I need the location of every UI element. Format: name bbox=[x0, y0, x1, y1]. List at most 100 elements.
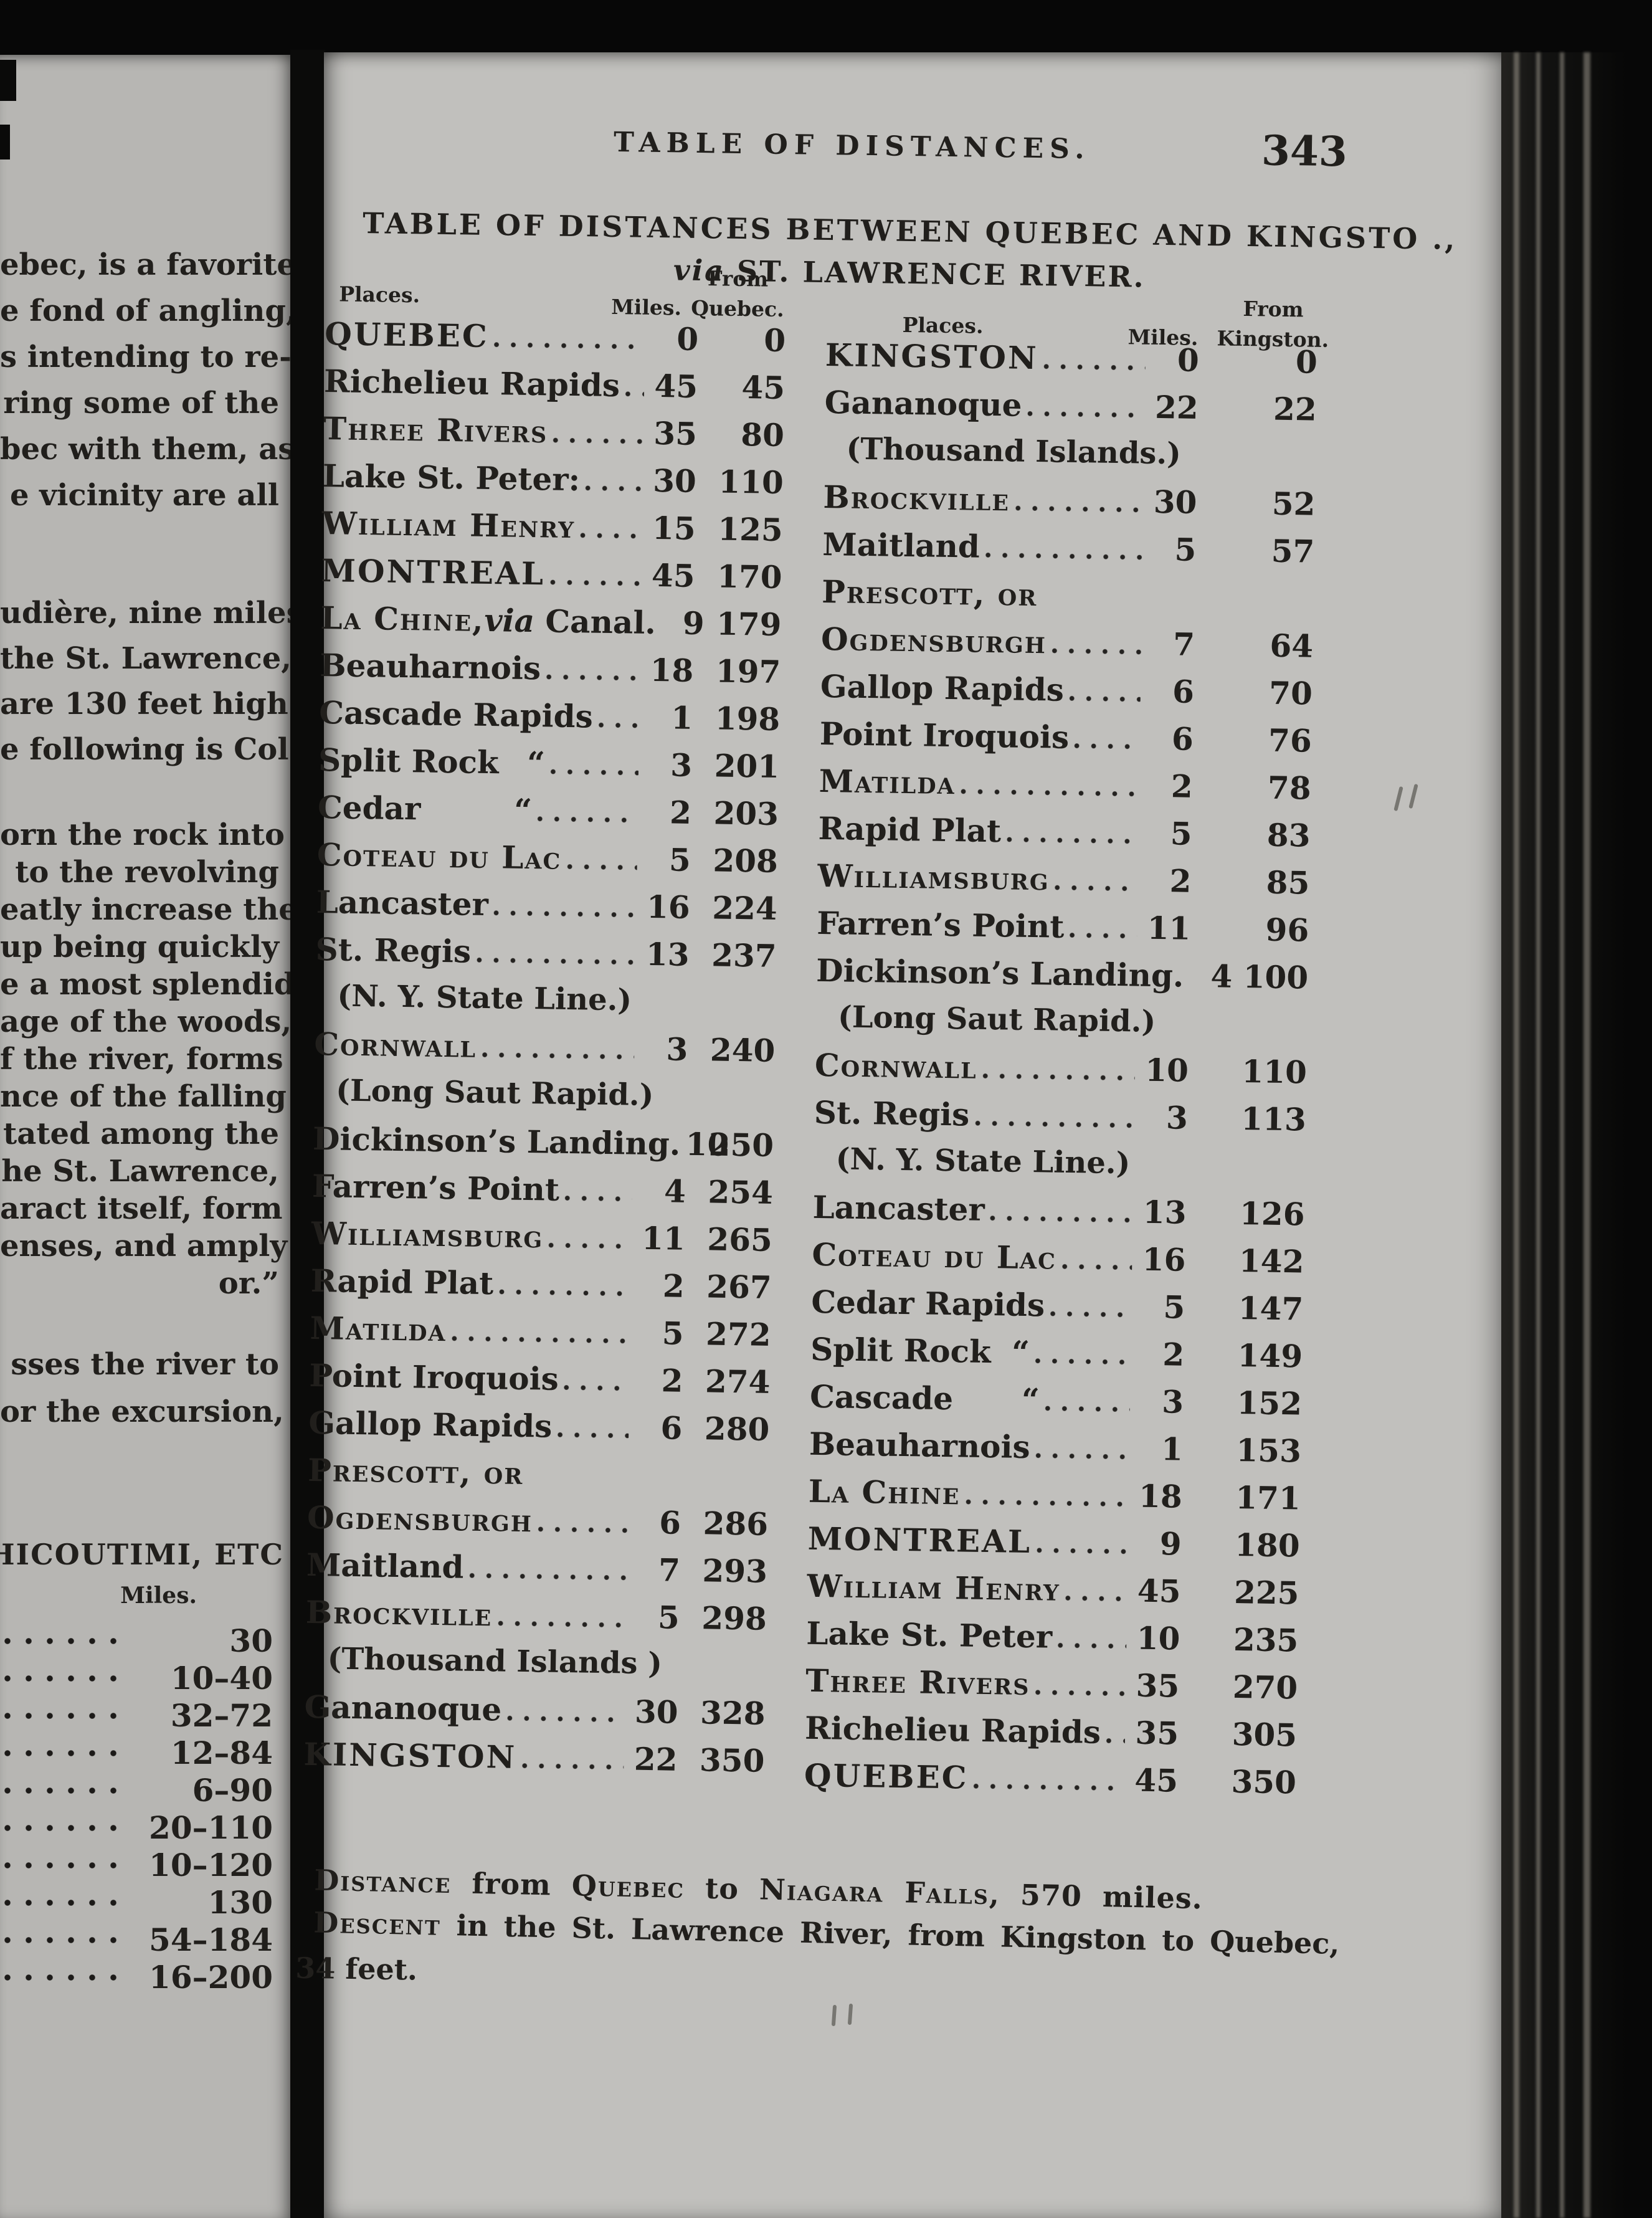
footer-segment: to bbox=[684, 1870, 760, 1906]
miles-value: 6 bbox=[658, 1504, 681, 1541]
from-quebec-value: 0 bbox=[763, 321, 786, 359]
text-fragment-line: f the river, forms bbox=[0, 1042, 283, 1077]
left-entry: Farren’s Point 4 bbox=[312, 1168, 686, 1210]
miles-value: 5 bbox=[1163, 1288, 1185, 1326]
dot-leader bbox=[497, 1619, 626, 1629]
place-name: MONTREAL bbox=[321, 552, 546, 593]
text-fragment-line: sses the river to bbox=[11, 1347, 279, 1382]
miles-value: 3 bbox=[1165, 1099, 1189, 1136]
footer-segment: Niagara Falls bbox=[759, 1872, 990, 1911]
dot-leader bbox=[4, 1711, 125, 1720]
from-kingston-value: 270 bbox=[1232, 1668, 1298, 1706]
miles-value: 45 bbox=[654, 367, 698, 405]
text-fragment-paragraph: orn the rock into to the revolving eatly i… bbox=[0, 816, 298, 1302]
mileage-list-row: 130 bbox=[4, 1884, 273, 1921]
from-quebec-value: 280 bbox=[704, 1410, 770, 1448]
text-fragment-paragraph: ebec, is a favorite e fond of angling, s i… bbox=[0, 242, 297, 518]
dot-leader bbox=[537, 1525, 627, 1535]
dot-leader bbox=[1035, 1452, 1129, 1461]
dot-leader bbox=[498, 1288, 631, 1298]
place-name: Brockville bbox=[305, 1593, 493, 1634]
from-kingston-value: 171 bbox=[1235, 1478, 1301, 1517]
from-kingston-value: 76 bbox=[1268, 721, 1313, 759]
from-quebec-value: 298 bbox=[701, 1599, 767, 1637]
table-title-line1: TABLE OF DISTANCES BETWEEN QUEBEC AND KI… bbox=[362, 206, 1458, 257]
miles-value: 45 bbox=[1137, 1572, 1181, 1610]
dot-leader bbox=[4, 1973, 125, 1982]
place-name: Cascade bbox=[809, 1378, 954, 1417]
from-kingston-value: 152 bbox=[1237, 1384, 1303, 1422]
place-name: Cascade Rapids bbox=[318, 694, 594, 735]
from-kingston-value: 180 bbox=[1234, 1526, 1301, 1564]
from-kingston-value: 235 bbox=[1233, 1621, 1299, 1659]
from-quebec-value: 45 bbox=[741, 369, 786, 407]
dot-leader bbox=[982, 1072, 1135, 1082]
miles-value: 16 bbox=[646, 888, 691, 926]
left-entry: Williamsburg 11 bbox=[311, 1215, 685, 1257]
dot-leader bbox=[552, 436, 643, 445]
left-entry: Dickinson’s Landing. 10 bbox=[313, 1120, 729, 1163]
miles-value: 5 bbox=[657, 1599, 680, 1636]
from-kingston-value: 113 bbox=[1240, 1100, 1307, 1138]
mileage-list-row: 16–200 bbox=[4, 1959, 273, 1996]
text-fragment-line: the St. Lawrence, bbox=[0, 641, 292, 676]
left-entry: Cascade Rapids 1 bbox=[319, 694, 693, 736]
miles-value: 2 bbox=[1169, 862, 1192, 900]
place-name: Split Rock bbox=[318, 741, 500, 781]
place-name: Prescott, or bbox=[307, 1451, 524, 1492]
miles-value: 1 bbox=[1161, 1430, 1184, 1468]
footer-segment: Quebec bbox=[571, 1868, 685, 1905]
place-name: Maitland bbox=[822, 525, 980, 565]
miles-value: 4 bbox=[663, 1173, 686, 1210]
left-entry: Point Iroquois 2 bbox=[309, 1357, 683, 1399]
miles-value: 5 bbox=[1174, 531, 1197, 568]
text-fragment-line: orn the rock into bbox=[0, 817, 285, 852]
left-entry: QUEBEC 0 bbox=[325, 315, 699, 358]
miles-value: 10 bbox=[1144, 1051, 1189, 1089]
from-kingston-value: 96 bbox=[1265, 911, 1309, 949]
text-fragment-line: udière, nine miles bbox=[0, 596, 303, 631]
miles-value: 3 bbox=[666, 1030, 688, 1068]
page-edge-line bbox=[1514, 52, 1519, 2218]
miles-value: 30 bbox=[1153, 483, 1197, 521]
miles-value: 9 bbox=[1159, 1525, 1182, 1563]
from-quebec-value: 224 bbox=[711, 889, 778, 927]
text-fragment-line: enses, and amply bbox=[0, 1229, 288, 1264]
book-page-edges bbox=[1501, 52, 1652, 2218]
dot-leader bbox=[1005, 835, 1139, 845]
from-kingston-value: 64 bbox=[1270, 627, 1314, 665]
miles-value: 7 bbox=[1172, 626, 1195, 663]
from-kingston-value: 149 bbox=[1237, 1336, 1303, 1375]
miles-value: 45 bbox=[651, 556, 696, 594]
miles-value: 18 bbox=[1138, 1477, 1183, 1515]
running-head: TABLE OF DISTANCES. bbox=[613, 126, 1091, 166]
text-fragment-line: aract itself, form bbox=[0, 1191, 283, 1226]
mileage-value: 20–110 bbox=[149, 1809, 273, 1846]
place-note: (N. Y. State Line.) bbox=[337, 978, 632, 1018]
from-quebec-value: 110 bbox=[718, 463, 784, 502]
from-quebec-value: 197 bbox=[715, 652, 781, 690]
from-kingston-value: 305 bbox=[1232, 1715, 1298, 1754]
place-note: (Long Saut Rapid.) bbox=[335, 1073, 654, 1113]
miles-value: 16 bbox=[1142, 1240, 1186, 1278]
place-name: Cedar bbox=[317, 788, 421, 827]
left-page-fragment: ebec, is a favorite e fond of angling, s i… bbox=[0, 55, 303, 2218]
text-fragment-line: age of the woods, bbox=[0, 1004, 292, 1039]
dot-leader bbox=[1036, 1546, 1128, 1556]
dot-leader bbox=[4, 1786, 125, 1795]
text-fragment-paragraph: udière, nine miles the St. Lawrence, are 1… bbox=[0, 591, 303, 773]
miles-value: 3 bbox=[670, 746, 693, 784]
dot-leader bbox=[4, 1823, 125, 1832]
via-label: via bbox=[484, 601, 535, 640]
text-fragment-line: e vicinity are all bbox=[10, 478, 279, 513]
dot-leader bbox=[506, 1714, 625, 1724]
place-name: La Chine, bbox=[320, 599, 485, 639]
dot-leader bbox=[548, 1241, 632, 1250]
footer-segment: 34 feet. bbox=[295, 1951, 418, 1987]
from-kingston-value: 100 bbox=[1243, 958, 1309, 996]
from-kingston-value: 78 bbox=[1267, 769, 1312, 807]
place-name-suffix: “ bbox=[1021, 1381, 1040, 1419]
left-entry: Lancaster 16 bbox=[316, 883, 690, 926]
from-quebec-value: 267 bbox=[706, 1268, 772, 1306]
